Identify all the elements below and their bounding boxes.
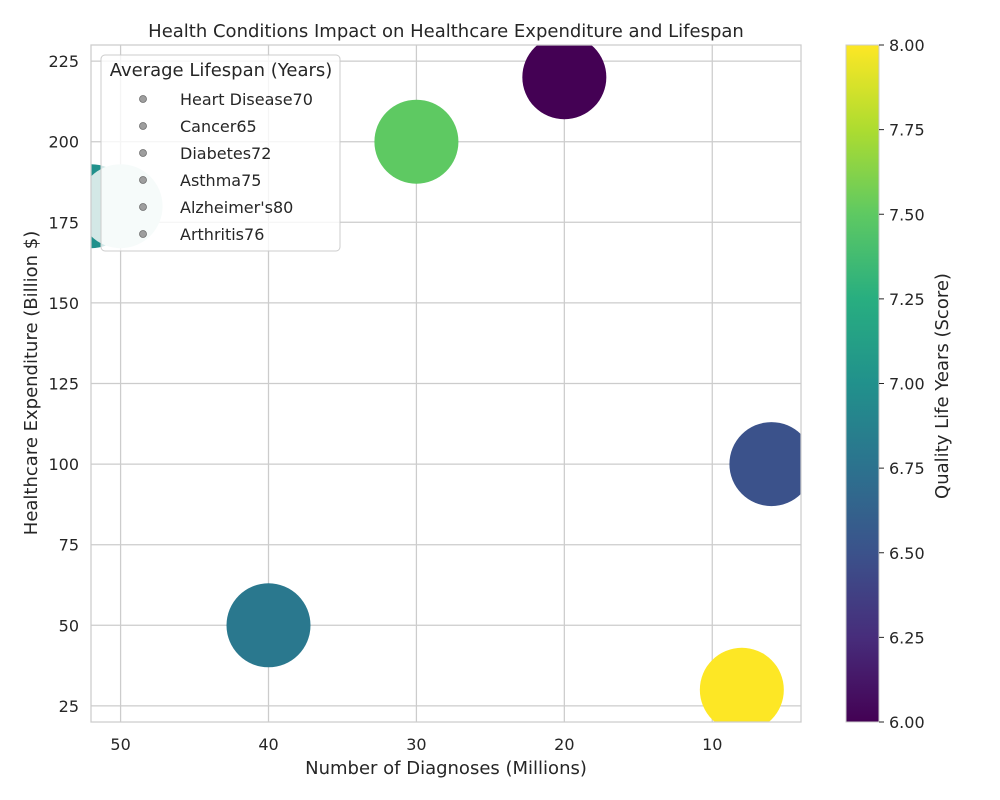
x-axis-title: Number of Diagnoses (Millions) xyxy=(305,758,587,779)
chart-title: Health Conditions Impact on Healthcare E… xyxy=(148,21,744,42)
colorbar-tick-label: 6.50 xyxy=(889,544,925,563)
legend-title: Average Lifespan (Years) xyxy=(110,60,333,81)
legend-box xyxy=(100,54,341,252)
legend-entry-label: Heart Disease70 xyxy=(180,90,313,109)
colorbar-tick-label: 6.75 xyxy=(889,459,925,478)
y-tick-label: 125 xyxy=(48,375,79,394)
legend-marker xyxy=(139,149,147,157)
colorbar-label: Quality Life Years (Score) xyxy=(932,273,953,499)
ticks-layer: 50 40 30 20 10 25 50 75 100 125 150 175 200 225 xyxy=(48,52,722,754)
colorbar-ticks: 6.00 6.25 6.50 6.75 7.00 7.25 7.50 7.75 8.00 xyxy=(879,36,925,732)
x-tick-label: 10 xyxy=(702,735,722,754)
colorbar-tick-label: 7.00 xyxy=(889,375,925,394)
y-tick-label: 25 xyxy=(59,697,79,716)
legend-marker xyxy=(139,95,147,103)
legend-entry-label: Asthma75 xyxy=(180,171,261,190)
legend-entry-label: Diabetes72 xyxy=(180,144,271,163)
colorbar-tick-label: 6.00 xyxy=(889,713,925,732)
x-tick-label: 40 xyxy=(258,735,278,754)
data-point xyxy=(226,583,311,668)
data-point xyxy=(374,99,459,184)
colorbar-tick-label: 7.75 xyxy=(889,121,925,140)
plot-frame xyxy=(90,44,802,723)
legend-entry-label: Arthritis76 xyxy=(180,225,264,244)
legend-entries: Heart Disease70 Cancer65 Diabetes72 Asthma7… xyxy=(139,90,313,244)
colorbar-tick-label: 8.00 xyxy=(889,36,925,55)
x-tick-label: 20 xyxy=(554,735,574,754)
legend-marker xyxy=(139,176,147,184)
legend-marker xyxy=(139,230,147,238)
data-point xyxy=(729,422,801,507)
y-tick-label: 75 xyxy=(59,536,79,555)
y-axis-title: Healthcare Expenditure (Billion $) xyxy=(21,231,42,535)
legend-marker xyxy=(139,203,147,211)
colorbar-tick-label: 7.50 xyxy=(889,205,925,224)
legend-marker xyxy=(139,122,147,130)
x-tick-label: 30 xyxy=(406,735,426,754)
data-point xyxy=(522,45,607,120)
y-tick-label: 150 xyxy=(48,294,79,313)
colorbar: 6.00 6.25 6.50 6.75 7.00 7.25 7.50 7.75 8.00 Qua… xyxy=(845,36,953,732)
x-tick-label: 50 xyxy=(110,735,130,754)
y-tick-label: 100 xyxy=(48,455,79,474)
y-tick-label: 200 xyxy=(48,133,79,152)
y-tick-label: 225 xyxy=(48,52,79,71)
legend-entry-label: Cancer65 xyxy=(180,117,257,136)
legend-entry-label: Alzheimer's80 xyxy=(180,198,293,217)
colorbar-gradient xyxy=(845,44,880,723)
colorbar-tick-label: 7.25 xyxy=(889,290,925,309)
colorbar-tick-label: 6.25 xyxy=(889,628,925,647)
data-point xyxy=(699,647,784,722)
y-tick-label: 175 xyxy=(48,213,79,232)
y-tick-label: 50 xyxy=(59,616,79,635)
legend: Average Lifespan (Years) Heart Disease70… xyxy=(100,54,341,252)
